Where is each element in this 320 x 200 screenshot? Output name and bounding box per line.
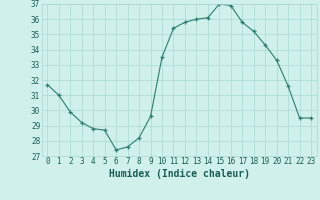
X-axis label: Humidex (Indice chaleur): Humidex (Indice chaleur) bbox=[109, 169, 250, 179]
